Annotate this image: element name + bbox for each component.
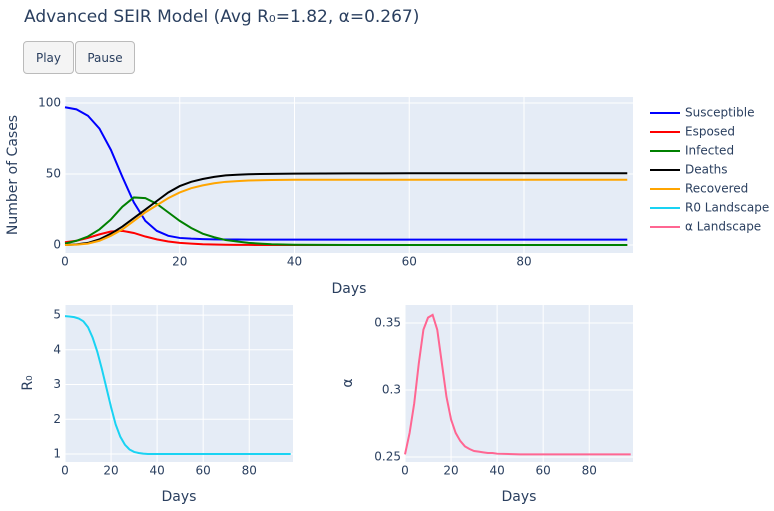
legend-label: Infected bbox=[685, 144, 734, 158]
x-tick-label: 20 bbox=[443, 464, 458, 478]
series-line bbox=[64, 315, 291, 456]
pause-button[interactable]: Pause bbox=[75, 41, 135, 74]
plot-area bbox=[405, 305, 633, 462]
y-tick-label: 3 bbox=[53, 377, 61, 391]
legend-label: Esposed bbox=[685, 125, 735, 139]
x-tick-label: 0 bbox=[61, 255, 69, 269]
y-axis-title: α bbox=[340, 378, 356, 387]
y-tick-label: 0.3 bbox=[382, 383, 401, 397]
y-tick-label: 4 bbox=[53, 342, 61, 356]
legend-label: α Landscape bbox=[685, 220, 761, 234]
series-line bbox=[404, 313, 631, 456]
y-tick-label: 50 bbox=[46, 167, 61, 181]
series-line bbox=[64, 106, 628, 241]
x-axis-title: Days bbox=[502, 489, 537, 505]
x-tick-label: 40 bbox=[287, 255, 302, 269]
x-tick-label: 60 bbox=[402, 255, 417, 269]
x-tick-label: 80 bbox=[516, 255, 531, 269]
x-tick-label: 20 bbox=[172, 255, 187, 269]
y-tick-label: 0.35 bbox=[374, 315, 401, 329]
y-tick-label: 2 bbox=[53, 412, 61, 426]
y-axis-title: Number of Cases bbox=[5, 115, 21, 235]
x-tick-label: 80 bbox=[582, 464, 597, 478]
y-tick-label: 5 bbox=[53, 308, 61, 322]
x-axis-title: Days bbox=[162, 489, 197, 505]
legend-label: R0 Landscape bbox=[685, 201, 769, 215]
x-tick-label: 20 bbox=[103, 464, 118, 478]
plot-area bbox=[65, 305, 293, 462]
chart-title: Advanced SEIR Model (Avg R₀=1.82, α=0.26… bbox=[24, 7, 419, 27]
plot-area bbox=[65, 97, 633, 253]
legend-label: Recovered bbox=[685, 182, 748, 196]
x-tick-label: 40 bbox=[489, 464, 504, 478]
y-tick-label: 0 bbox=[53, 238, 61, 252]
y-axis-title: R₀ bbox=[20, 375, 36, 391]
legend-label: Susceptible bbox=[685, 106, 754, 120]
play-button[interactable]: Play bbox=[23, 41, 74, 74]
x-tick-label: 80 bbox=[242, 464, 257, 478]
x-tick-label: 40 bbox=[149, 464, 164, 478]
y-tick-label: 1 bbox=[53, 447, 61, 461]
series-line bbox=[64, 178, 628, 247]
x-axis-title: Days bbox=[332, 281, 367, 297]
x-tick-label: 60 bbox=[536, 464, 551, 478]
y-tick-label: 0.25 bbox=[374, 450, 401, 464]
x-tick-label: 0 bbox=[401, 464, 409, 478]
x-tick-label: 0 bbox=[61, 464, 69, 478]
series-line bbox=[64, 196, 628, 247]
legend-label: Deaths bbox=[685, 163, 728, 177]
series-line bbox=[64, 172, 628, 247]
x-tick-label: 60 bbox=[196, 464, 211, 478]
y-tick-label: 100 bbox=[38, 95, 61, 109]
